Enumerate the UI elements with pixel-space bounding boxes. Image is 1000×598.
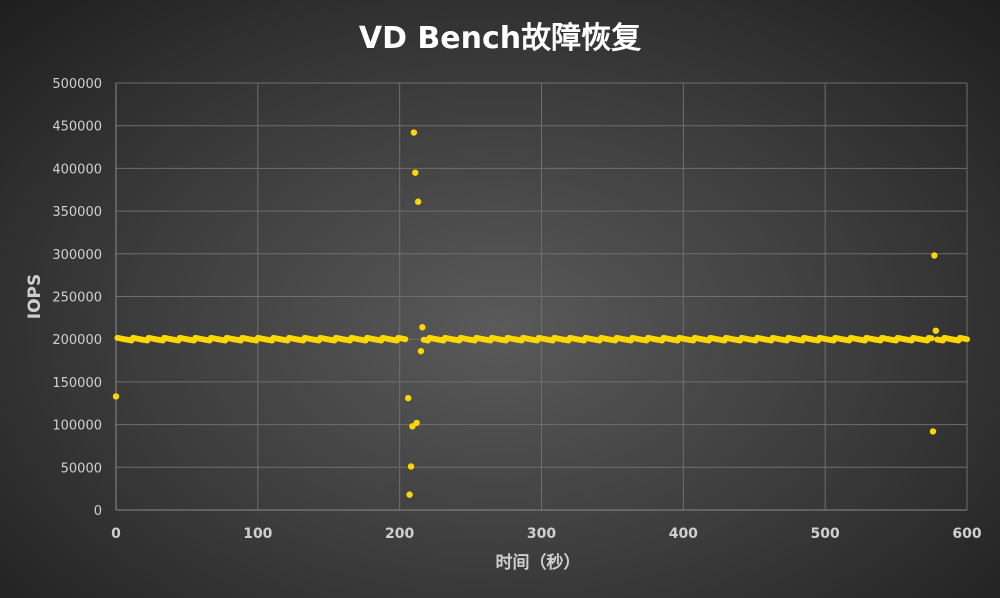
data-points <box>112 129 970 498</box>
data-point-outlier <box>413 419 420 427</box>
data-point-outlier <box>407 463 415 470</box>
x-axis-title: 时间（秒） <box>496 552 581 573</box>
data-point <box>928 335 935 342</box>
data-point-outlier <box>417 347 425 355</box>
y-tick-label: 400000 <box>52 162 102 177</box>
y-tick-label: 100000 <box>52 419 102 434</box>
y-axis-title: IOPS <box>25 274 45 319</box>
data-point-outlier <box>406 491 413 498</box>
x-tick-label: 200 <box>385 526 414 542</box>
grid-lines <box>116 82 968 510</box>
x-tick-label: 500 <box>811 526 840 542</box>
y-tick-label: 200000 <box>52 333 102 348</box>
x-axis-tick-labels: 0 100 200 300 400 500 600 <box>111 526 982 542</box>
data-point-outlier <box>414 198 422 205</box>
chart-title: VD Bench故障恢复 <box>359 21 641 56</box>
y-tick-label: 250000 <box>52 291 102 306</box>
data-point-outlier <box>409 423 416 430</box>
y-tick-label: 450000 <box>52 120 102 135</box>
data-point-outlier <box>929 428 937 435</box>
data-point-outlier <box>931 252 938 259</box>
x-tick-label: 100 <box>243 526 272 542</box>
y-tick-label: 50000 <box>61 461 102 476</box>
data-point-outlier <box>932 327 939 334</box>
x-tick-label: 0 <box>111 526 121 542</box>
x-tick-label: 600 <box>952 526 981 542</box>
data-point-outlier <box>404 394 412 402</box>
data-point-outlier <box>412 169 419 176</box>
y-tick-label: 150000 <box>52 376 102 391</box>
x-tick-label: 400 <box>669 526 698 542</box>
y-tick-label: 300000 <box>52 248 102 263</box>
data-point <box>402 336 409 343</box>
y-tick-label: 500000 <box>52 77 102 92</box>
data-point <box>964 336 970 343</box>
y-tick-label: 350000 <box>52 205 102 220</box>
data-point-outlier <box>112 393 120 400</box>
axes <box>115 83 967 511</box>
x-tick-label: 300 <box>527 526 556 542</box>
y-tick-label: 0 <box>94 504 102 519</box>
y-axis-tick-labels: 0 50000 100000 150000 200000 250000 300000 3500… <box>52 77 102 519</box>
data-point-outlier <box>419 324 426 331</box>
data-point-outlier <box>410 129 418 136</box>
